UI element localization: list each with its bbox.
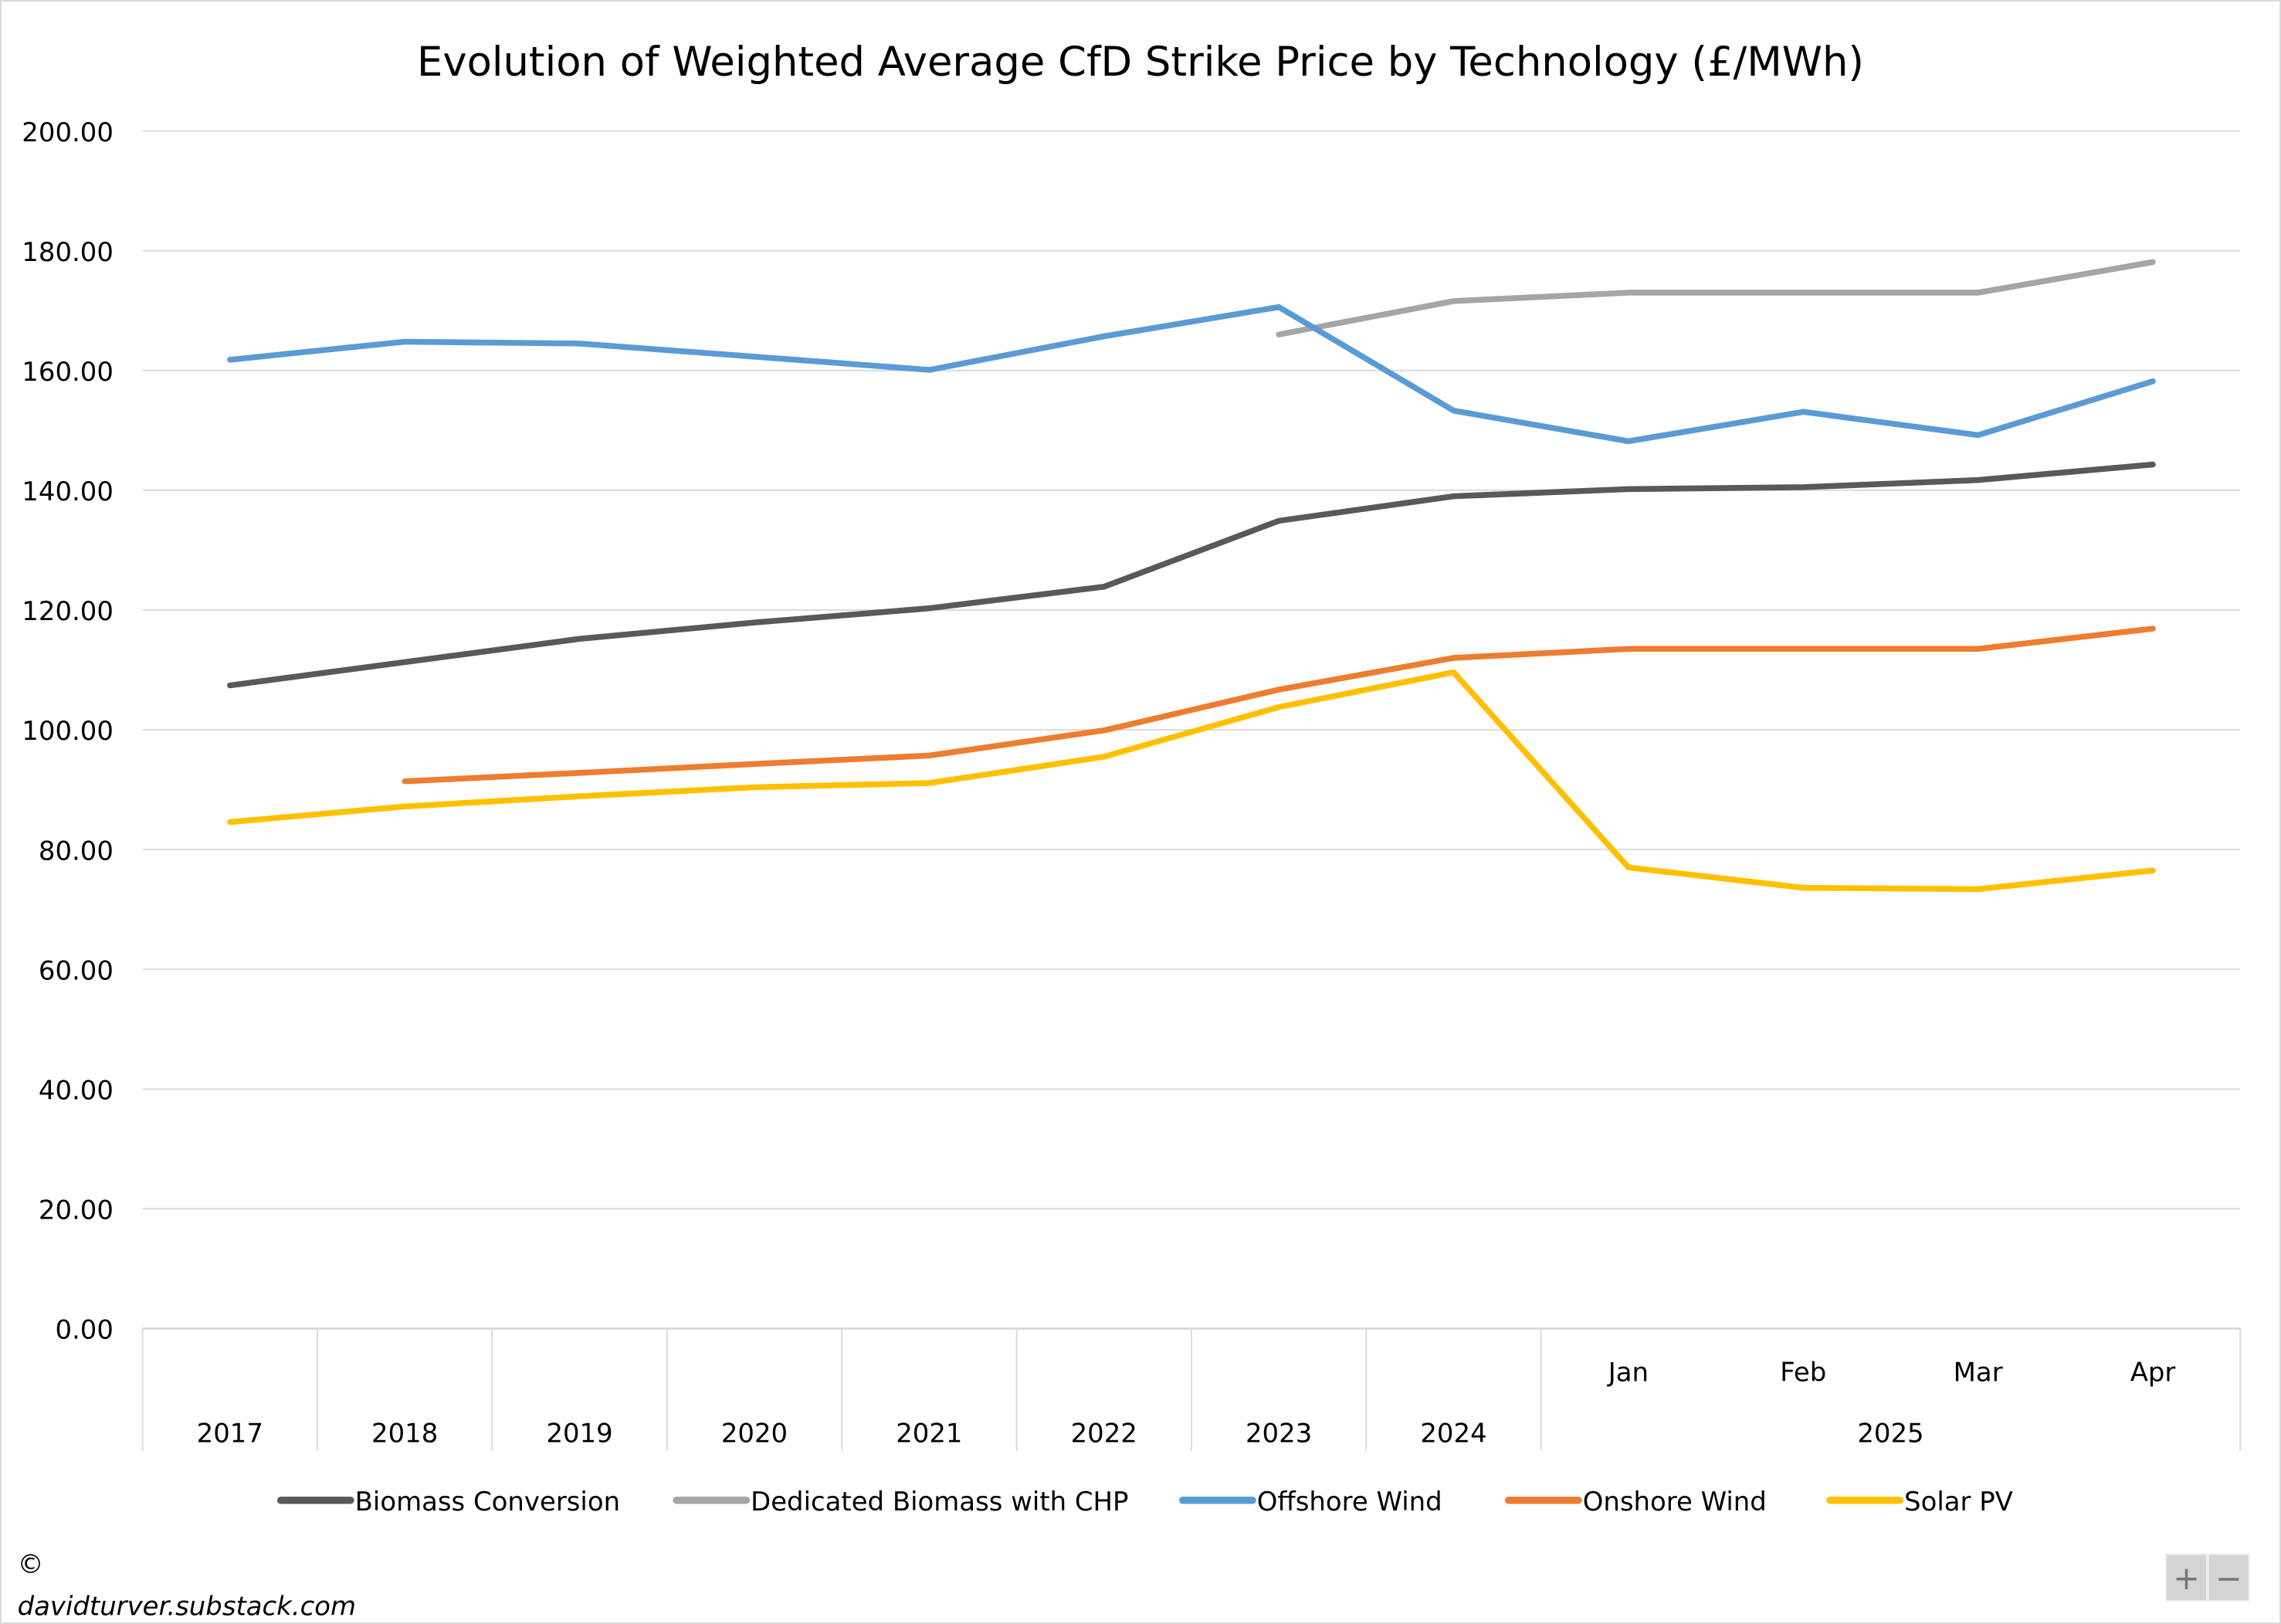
x-tick-label: Feb bbox=[1780, 1357, 1826, 1387]
zoom-in-button[interactable]: + bbox=[2165, 1553, 2208, 1602]
series-line-solar-pv bbox=[227, 669, 2156, 893]
minus-icon: − bbox=[2215, 1560, 2242, 1597]
legend-item: Onshore Wind bbox=[1504, 1487, 1767, 1517]
y-tick-label: 20.00 bbox=[39, 1195, 114, 1226]
series-line-onshore-wind bbox=[402, 626, 2156, 785]
x-group-label: 2018 bbox=[371, 1418, 438, 1448]
x-group-label: 2017 bbox=[197, 1418, 263, 1448]
y-tick-label: 180.00 bbox=[22, 237, 114, 267]
y-tick-label: 100.00 bbox=[22, 716, 114, 746]
y-tick-label: 0.00 bbox=[55, 1315, 113, 1345]
y-tick-label: 160.00 bbox=[22, 357, 114, 387]
zoom-out-button[interactable]: − bbox=[2207, 1553, 2250, 1602]
x-tick-label: Mar bbox=[1954, 1357, 2003, 1387]
x-group-label: 2022 bbox=[1071, 1418, 1137, 1448]
series-line-dedicated-biomass-with-chp bbox=[1276, 259, 2156, 337]
legend-label: Dedicated Biomass with CHP bbox=[751, 1487, 1128, 1517]
x-group-label: 2024 bbox=[1420, 1418, 1486, 1448]
series-lines bbox=[227, 259, 2156, 893]
plus-icon: + bbox=[2173, 1560, 2200, 1597]
legend-item: Biomass Conversion bbox=[276, 1487, 620, 1517]
y-tick-label: 120.00 bbox=[22, 596, 114, 626]
y-tick-label: 40.00 bbox=[39, 1075, 114, 1105]
legend-item: Solar PV bbox=[1826, 1487, 2013, 1517]
y-tick-label: 200.00 bbox=[22, 117, 114, 147]
chart-title: Evolution of Weighted Average CfD Strike… bbox=[417, 39, 1864, 86]
y-axis-ticks: 0.00 20.00 40.00 60.00 80.00 100.00 120.00 140.… bbox=[22, 117, 114, 1345]
copyright-symbol: © bbox=[18, 1549, 44, 1579]
x-group-label: 2023 bbox=[1246, 1418, 1312, 1448]
footer-site-link[interactable]: davidturver.substack.com bbox=[18, 1592, 356, 1622]
x-group-label: 2025 bbox=[1857, 1418, 1923, 1448]
legend-label: Solar PV bbox=[1904, 1487, 2013, 1517]
legend-label: Offshore Wind bbox=[1257, 1487, 1442, 1517]
legend-label: Onshore Wind bbox=[1583, 1487, 1767, 1517]
x-group-label: 2019 bbox=[546, 1418, 612, 1448]
legend-item: Dedicated Biomass with CHP bbox=[673, 1487, 1129, 1517]
legend: Biomass Conversion Dedicated Biomass with… bbox=[276, 1487, 2013, 1517]
legend-item: Offshore Wind bbox=[1178, 1487, 1442, 1517]
series-line-offshore-wind bbox=[227, 303, 2156, 445]
y-tick-label: 80.00 bbox=[39, 836, 114, 866]
x-tick-label: Apr bbox=[2130, 1357, 2176, 1387]
x-group-label: 2020 bbox=[721, 1418, 788, 1448]
legend-label: Biomass Conversion bbox=[355, 1487, 620, 1517]
series-line-biomass-conversion bbox=[227, 461, 2156, 689]
x-tick-label: Jan bbox=[1607, 1357, 1649, 1387]
y-tick-label: 140.00 bbox=[22, 476, 114, 507]
x-axis: 2017 2018 2019 2020 2021 2022 2023 2024 2025 Jan F… bbox=[141, 1328, 2242, 1451]
x-group-label: 2021 bbox=[896, 1418, 962, 1448]
y-tick-label: 60.00 bbox=[39, 955, 114, 985]
